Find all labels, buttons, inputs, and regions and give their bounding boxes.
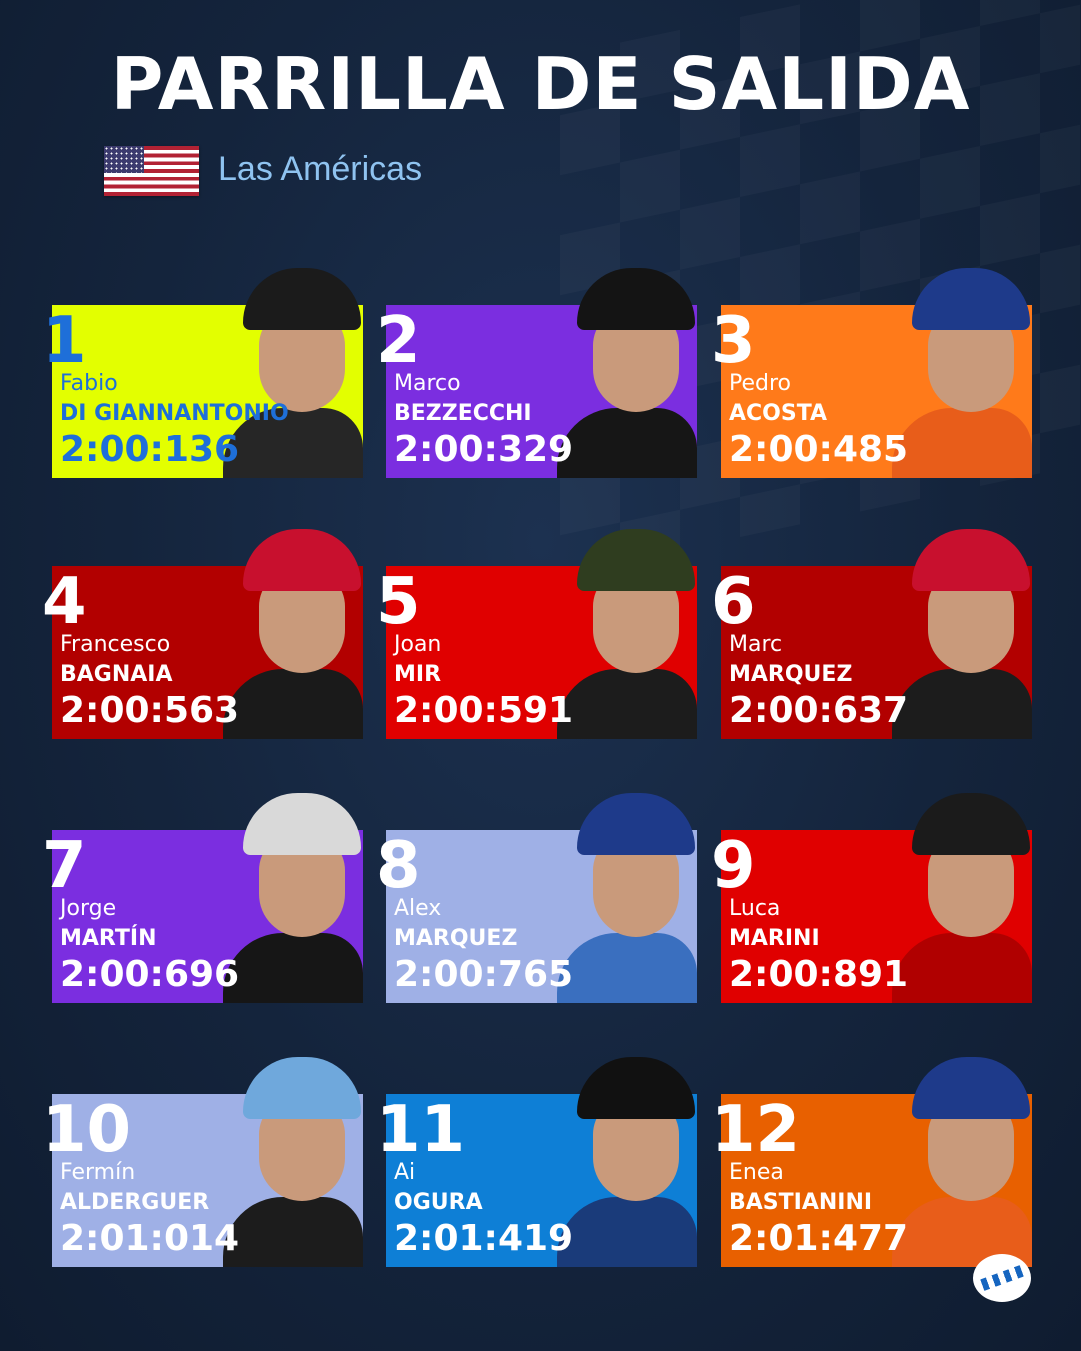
rider-last-name: MARINI [729,926,820,951]
rider-cap [577,268,695,330]
rider-last-name: MARQUEZ [394,926,518,951]
grid-slot: 4 Francesco BAGNAIA 2:00:563 [42,529,363,739]
rider-last-name: OGURA [394,1190,483,1215]
rider-portrait [557,268,697,478]
rider-portrait [892,268,1032,478]
grid-position: 2 [376,304,421,378]
rider-suit [557,1197,697,1267]
lap-time: 2:00:485 [729,429,909,470]
rider-cap [912,793,1030,855]
rider-portrait [223,529,363,739]
grid-position: 8 [376,829,421,903]
grid-position: 4 [42,565,87,639]
rider-first-name: Pedro [729,371,792,396]
rider-last-name: MARTÍN [60,926,157,951]
rider-last-name: MIR [394,662,442,687]
rider-suit [223,408,363,478]
rider-last-name: BAGNAIA [60,662,173,687]
grid-slot: 7 Jorge MARTÍN 2:00:696 [42,793,363,1003]
lap-time: 2:00:136 [60,429,240,470]
rider-portrait [557,1057,697,1267]
rider-first-name: Alex [394,896,442,921]
rider-last-name: DI GIANNANTONIO [60,401,289,426]
rider-cap [577,1057,695,1119]
rider-first-name: Enea [729,1160,784,1185]
lap-time: 2:00:891 [729,954,909,995]
grid-slot: 11 Ai OGURA 2:01:419 [376,1057,697,1267]
rider-suit [557,933,697,1003]
rider-first-name: Marc [729,632,783,657]
grid-position: 6 [711,565,756,639]
rider-first-name: Luca [729,896,781,921]
rider-portrait [557,793,697,1003]
rider-suit [892,408,1032,478]
lap-time: 2:00:329 [394,429,574,470]
lap-time: 2:00:637 [729,690,909,731]
grid-slot: 12 Enea BASTIANINI 2:01:477 [711,1057,1032,1267]
lap-time: 2:01:419 [394,1218,574,1259]
grid-position: 3 [711,304,756,378]
rider-cap [243,529,361,591]
rider-suit [223,669,363,739]
rider-first-name: Ai [394,1160,416,1185]
rider-cap [243,793,361,855]
grid-position: 9 [711,829,756,903]
rider-last-name: ALDERGUER [60,1190,210,1215]
rider-cap [912,1057,1030,1119]
rider-portrait [557,529,697,739]
rider-suit [892,669,1032,739]
grid-slot: 1 Fabio DI GIANNANTONIO 2:00:136 [42,268,363,478]
lap-time: 2:01:477 [729,1218,909,1259]
lap-time: 2:00:591 [394,690,574,731]
grid-position: 7 [42,829,87,903]
grid-slot: 5 Joan MIR 2:00:591 [376,529,697,739]
lap-time: 2:00:563 [60,690,240,731]
rider-suit [223,1197,363,1267]
rider-first-name: Fermín [60,1160,136,1185]
rider-suit [892,933,1032,1003]
lap-time: 2:00:696 [60,954,240,995]
rider-last-name: BASTIANINI [729,1190,873,1215]
grid-position: 11 [376,1093,466,1167]
rider-portrait [223,268,363,478]
rider-cap [912,268,1030,330]
grid-slot: 2 Marco BEZZECCHI 2:00:329 [376,268,697,478]
usa-flag-icon [104,146,199,196]
rider-last-name: ACOSTA [729,401,828,426]
grid-slot: 3 Pedro ACOSTA 2:00:485 [711,268,1032,478]
motogp-logo-icon [973,1254,1031,1302]
lap-time: 2:01:014 [60,1218,240,1259]
grid-position: 1 [42,304,87,378]
rider-portrait [892,793,1032,1003]
rider-last-name: MARQUEZ [729,662,853,687]
rider-suit [223,933,363,1003]
grid-slot: 8 Alex MARQUEZ 2:00:765 [376,793,697,1003]
rider-first-name: Jorge [60,896,117,921]
rider-portrait [892,1057,1032,1267]
rider-portrait [223,1057,363,1267]
rider-cap [912,529,1030,591]
grand-prix-name: Las Américas [218,150,423,188]
grid-position: 5 [376,565,421,639]
rider-first-name: Marco [394,371,461,396]
rider-cap [243,1057,361,1119]
rider-portrait [223,793,363,1003]
rider-cap [577,529,695,591]
grid-slot: 6 Marc MARQUEZ 2:00:637 [711,529,1032,739]
rider-first-name: Joan [394,632,442,657]
rider-cap [243,268,361,330]
grid-slot: 9 Luca MARINI 2:00:891 [711,793,1032,1003]
grid-slot: 10 Fermín ALDERGUER 2:01:014 [42,1057,363,1267]
rider-cap [577,793,695,855]
rider-last-name: BEZZECCHI [394,401,532,426]
rider-first-name: Francesco [60,632,171,657]
page-title: PARRILLA DE SALIDA [110,42,971,126]
rider-first-name: Fabio [60,371,118,396]
rider-suit [557,408,697,478]
lap-time: 2:00:765 [394,954,574,995]
grid-position: 10 [42,1093,132,1167]
rider-portrait [892,529,1032,739]
grid-position: 12 [711,1093,801,1167]
rider-suit [557,669,697,739]
